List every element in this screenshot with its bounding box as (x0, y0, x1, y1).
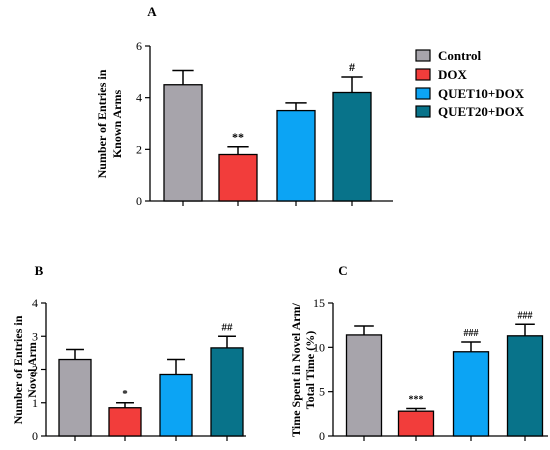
legend-swatch-quet10 (415, 87, 431, 100)
panel-a-annotation-3: # (349, 60, 355, 74)
panel-c-y-tick-label-1: 5 (319, 385, 325, 399)
panel-b-ylabel-line1: Number of Entries in (11, 315, 25, 424)
panel-c-annotation-1: *** (409, 395, 424, 406)
panel-c-y-tick-label-3: 15 (313, 296, 325, 310)
legend-label-dox: DOX (438, 67, 468, 82)
panel-b-y-tick-label-1: 1 (32, 396, 38, 410)
panel-c: C Time Spent in Novel Arm/ Total Time (%… (289, 263, 548, 443)
legend-swatch-control (415, 49, 431, 62)
panel-a-bar-3 (332, 91, 372, 202)
legend-entry-quet10: QUET10+DOX (415, 86, 525, 101)
panel-c-annotation-3: ### (518, 310, 533, 321)
panel-a-ylabel-line2: Known Arms (110, 89, 124, 158)
legend-entry-quet20: QUET20+DOX (415, 104, 525, 119)
legend-swatch-dox (415, 68, 431, 81)
panel-b-letter: B (35, 263, 44, 278)
panel-a: A Number of Entries in Known Arms 0 2 4 6 **… (95, 4, 393, 208)
panel-a-y-tick-label-2: 4 (136, 91, 142, 105)
panel-a-annotation-1: ** (232, 130, 244, 144)
panel-a-plot: 0 2 4 6 ** # (136, 39, 393, 208)
panel-b-bar-2 (159, 373, 193, 437)
panel-c-bar-0 (345, 334, 383, 437)
panel-c-y-tick-label-2: 10 (313, 340, 325, 354)
legend-label-quet20: QUET20+DOX (438, 104, 525, 119)
panel-b-annotation-3: ## (222, 321, 234, 333)
panel-a-ylabel-line1: Number of Entries in (95, 69, 109, 178)
legend-swatch-quet20 (415, 105, 431, 118)
panel-a-y-tick-label-3: 6 (136, 39, 142, 53)
panel-a-bar-0 (163, 84, 203, 202)
panel-c-bar-3 (506, 335, 544, 437)
panel-b-bar-0 (58, 358, 92, 437)
legend-entry-dox: DOX (415, 67, 468, 82)
panel-b-y-tick-label-3: 3 (32, 329, 38, 343)
legend-label-control: Control (438, 48, 481, 63)
panel-c-bar-1 (397, 410, 435, 437)
panel-b-y-tick-label-2: 2 (32, 363, 38, 377)
panel-b-bar-3 (210, 347, 244, 437)
panel-b-plot: 0 1 2 3 4 * ## (32, 296, 246, 443)
panel-b-bar-1 (108, 407, 142, 437)
legend-entry-control: Control (415, 48, 481, 63)
panel-b-y-tick-label-4: 4 (32, 296, 38, 310)
panel-b-y-tick-label-0: 0 (32, 429, 38, 443)
panel-a-bar-1 (218, 153, 258, 202)
legend: Control DOX QUET10+DOX QUET20+DOX (415, 48, 525, 119)
panel-c-bar-2 (452, 351, 490, 437)
panel-a-letter: A (147, 4, 157, 19)
panel-b: B Number of Entries in Novel Arm 0 1 2 3 4 * #… (11, 263, 246, 443)
panel-b-ylabel-line2: Novel Arm (25, 342, 39, 398)
panel-c-y-tick-label-0: 0 (319, 429, 325, 443)
panel-c-ylabel-line2: Total Time (%) (303, 331, 317, 409)
panel-c-annotation-2: ### (464, 328, 479, 339)
panel-c-letter: C (338, 263, 347, 278)
panel-a-y-tick-label-1: 2 (136, 142, 142, 156)
panel-a-bar-2 (276, 109, 316, 202)
legend-label-quet10: QUET10+DOX (438, 86, 525, 101)
panel-b-annotation-1: * (122, 388, 128, 400)
panel-a-y-tick-label-0: 0 (136, 194, 142, 208)
panel-c-ylabel-line1: Time Spent in Novel Arm/ (289, 302, 303, 436)
panel-c-plot: 0 5 10 15 *** ### ### (313, 296, 548, 443)
